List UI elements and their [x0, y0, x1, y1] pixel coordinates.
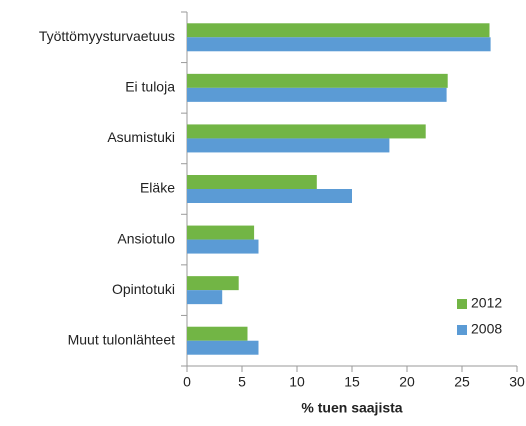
y-tick-label: Työttömyysturvaetuus [39, 28, 175, 44]
bar [187, 175, 317, 189]
x-tick-label: 25 [454, 374, 470, 390]
bar [187, 73, 448, 88]
bar [187, 276, 239, 291]
bar [187, 37, 491, 52]
x-axis-label: % tuen saajista [301, 400, 402, 416]
y-tick-label: Ei tuloja [125, 79, 175, 95]
y-tick-label: Muut tulonlähteet [68, 331, 176, 347]
y-tick-label: Asumistuki [107, 129, 175, 145]
bar [187, 326, 248, 341]
legend-label: 2012 [471, 295, 502, 311]
legend-label: 2008 [471, 321, 502, 337]
x-tick-label: 0 [183, 374, 191, 390]
x-tick-label: 15 [344, 374, 360, 390]
bar [187, 87, 447, 102]
x-tick-label: 30 [509, 374, 525, 390]
y-tick-label: Opintotuki [112, 281, 175, 297]
x-tick-label: 20 [399, 374, 415, 390]
bar [187, 340, 259, 355]
x-tick-label: 10 [289, 374, 305, 390]
y-tick-label: Eläke [140, 180, 175, 196]
bar [187, 189, 352, 203]
bar [187, 124, 426, 139]
legend-swatch [457, 299, 467, 309]
bar [187, 23, 490, 38]
legend-swatch [457, 325, 467, 335]
bar [187, 138, 390, 153]
bar [187, 290, 223, 305]
x-tick-label: 5 [238, 374, 246, 390]
bar [187, 239, 259, 254]
bar [187, 225, 255, 240]
y-tick-label: Ansiotulo [117, 230, 175, 246]
